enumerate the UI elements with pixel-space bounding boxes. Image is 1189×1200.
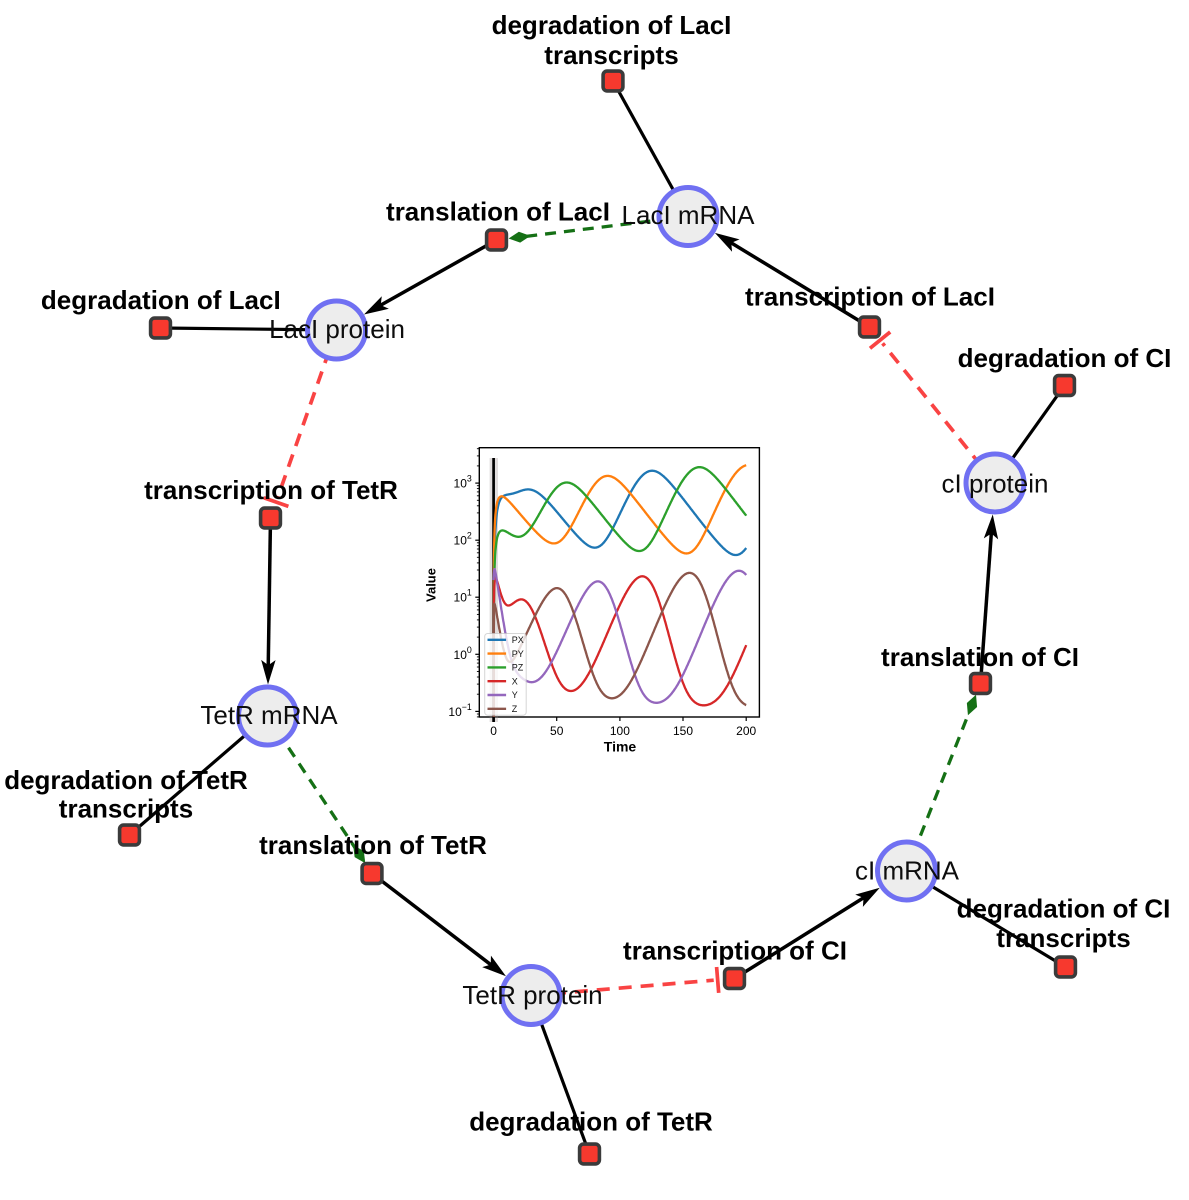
svg-text:PX: PX xyxy=(512,635,524,645)
svg-text:Value: Value xyxy=(424,568,439,602)
svg-text:transcripts: transcripts xyxy=(544,40,678,70)
svg-text:X: X xyxy=(512,676,518,686)
svg-text:transcripts: transcripts xyxy=(59,794,193,824)
svg-text:transcription of CI: transcription of CI xyxy=(623,936,847,966)
svg-text:LacI protein: LacI protein xyxy=(269,314,405,344)
svg-text:cI mRNA: cI mRNA xyxy=(855,856,960,886)
svg-text:degradation of LacI: degradation of LacI xyxy=(492,10,732,40)
svg-text:transcripts: transcripts xyxy=(996,923,1130,953)
svg-text:PY: PY xyxy=(512,649,524,659)
svg-text:150: 150 xyxy=(673,724,693,738)
svg-text:Z: Z xyxy=(512,704,518,714)
svg-text:Time: Time xyxy=(604,739,637,755)
svg-text:degradation of TetR: degradation of TetR xyxy=(4,765,248,795)
svg-text:degradation of LacI: degradation of LacI xyxy=(41,285,281,315)
svg-text:50: 50 xyxy=(550,724,564,738)
svg-text:LacI mRNA: LacI mRNA xyxy=(622,200,756,230)
svg-text:TetR mRNA: TetR mRNA xyxy=(200,700,338,730)
svg-text:translation of CI: translation of CI xyxy=(881,642,1079,672)
svg-text:degradation of CI: degradation of CI xyxy=(957,894,1171,924)
svg-text:transcription of LacI: transcription of LacI xyxy=(745,282,995,312)
svg-text:degradation of CI: degradation of CI xyxy=(958,343,1172,373)
svg-text:0: 0 xyxy=(490,724,497,738)
svg-text:translation of LacI: translation of LacI xyxy=(386,197,610,227)
svg-text:TetR protein: TetR protein xyxy=(462,980,602,1010)
svg-text:Y: Y xyxy=(512,690,518,700)
svg-text:100: 100 xyxy=(610,724,630,738)
svg-text:transcription of TetR: transcription of TetR xyxy=(144,475,398,505)
svg-text:cI protein: cI protein xyxy=(942,469,1049,499)
svg-text:200: 200 xyxy=(736,724,756,738)
svg-text:translation of TetR: translation of TetR xyxy=(259,830,487,860)
svg-text:degradation of TetR: degradation of TetR xyxy=(469,1107,713,1137)
svg-text:PZ: PZ xyxy=(512,663,524,673)
